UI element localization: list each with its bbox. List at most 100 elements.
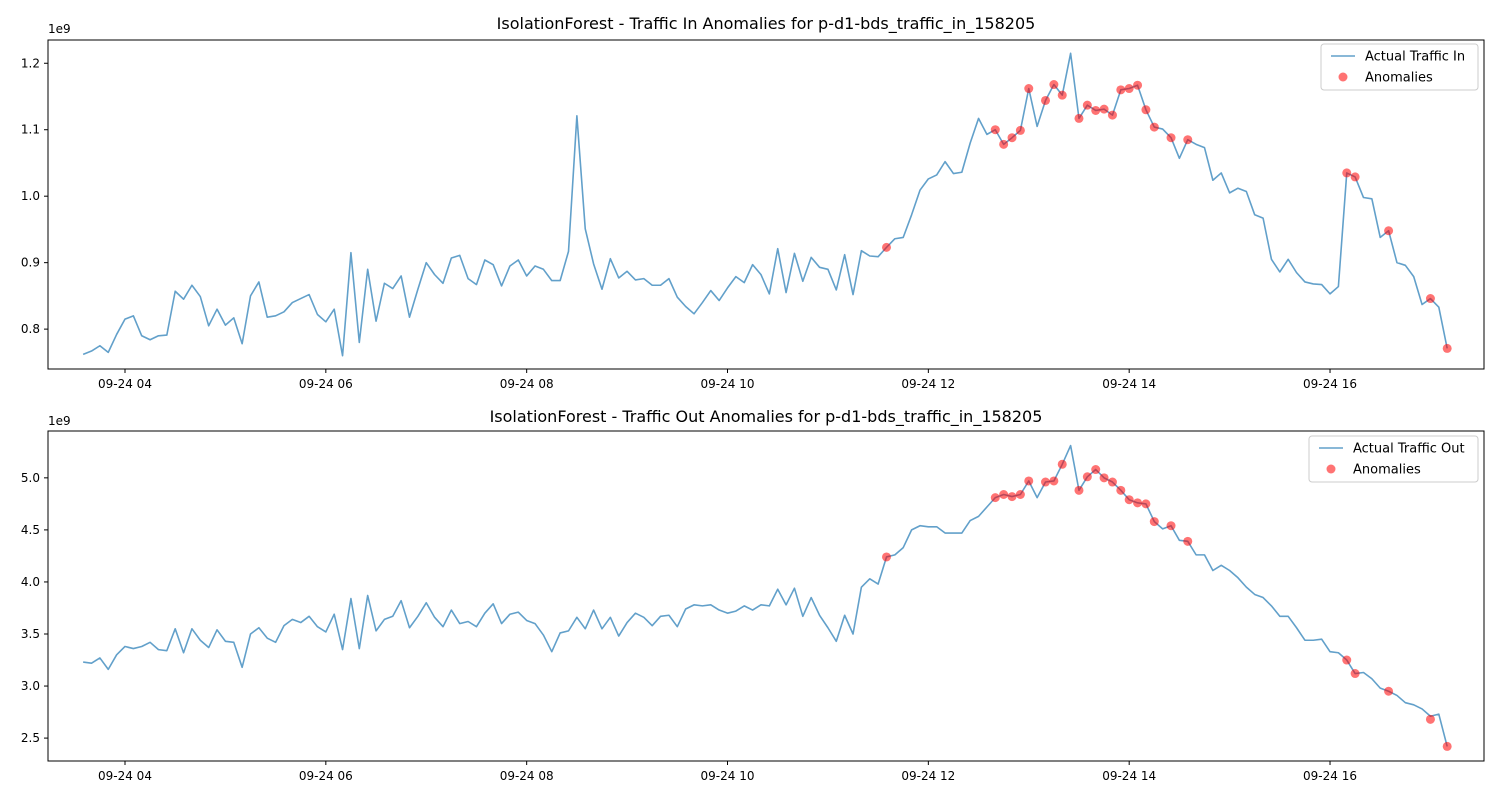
x-tick-label: 09-24 10 [701,377,755,391]
y-tick-label: 1.1 [21,123,40,137]
x-tick-label: 09-24 12 [901,377,955,391]
anomaly-point [1141,105,1151,115]
anomaly-point [1350,172,1360,182]
y-tick-label: 0.8 [21,322,40,336]
x-tick-label: 09-24 08 [500,769,554,783]
anomaly-point [1384,226,1394,236]
anomaly-point [882,552,891,562]
x-tick-label: 09-24 16 [1303,769,1357,783]
anomaly-point [1442,343,1452,353]
anomaly-point [1082,472,1092,482]
x-tick-label: 09-24 10 [701,769,755,783]
x-tick-label: 09-24 04 [98,377,152,391]
chart-panel-1: IsolationForest - Traffic In Anomalies f… [21,14,1485,391]
y-tick-label: 3.5 [21,627,40,641]
anomaly-point [999,490,1009,499]
legend: Actual Traffic In Anomalies [1320,43,1479,91]
x-tick-label: 09-24 14 [1102,377,1156,391]
anomaly-point [990,493,1000,503]
anomaly-point [1057,459,1067,469]
legend-label: Actual Traffic In [1365,50,1465,65]
anomaly-point [1041,95,1050,105]
x-tick-label: 09-24 16 [1303,377,1357,391]
anomaly-point [1049,476,1059,486]
anomaly-point [1024,84,1034,94]
x-tick-label: 09-24 06 [299,769,353,783]
anomaly-point [1074,113,1084,123]
x-tick-label: 09-24 04 [98,769,152,783]
series-line-traffic [82,52,1448,357]
y-tick-label: 1.2 [21,56,40,70]
anomaly-point [1057,90,1067,100]
y-tick-label: 4.0 [21,575,40,589]
series-line-traffic [83,444,1448,747]
anomaly-point [1074,485,1084,495]
anomaly-point [1141,499,1151,509]
anomaly-point [1091,105,1101,115]
legend-swatch-marker [1326,464,1336,474]
anomaly-point [1015,490,1025,499]
y-offset-label: 1e9 [48,22,71,36]
anomaly-point [1124,495,1134,505]
anomaly-point [1149,517,1159,527]
legend-swatch-marker [1338,72,1348,82]
x-tick-label: 09-24 14 [1102,769,1156,783]
y-tick-label: 0.9 [21,256,40,270]
y-tick-label: 3.0 [21,679,40,693]
anomaly-point [1116,485,1126,495]
anomaly-points [882,459,1452,751]
anomaly-point [1041,477,1050,487]
anomaly-point [1024,476,1034,486]
anomaly-point [1425,294,1435,304]
legend-label: Actual Traffic Out [1353,442,1465,457]
anomaly-point [1107,110,1117,120]
anomaly-point [1149,122,1159,132]
anomaly-point [1183,135,1193,145]
y-offset-label: 1e9 [48,414,71,428]
anomaly-point [1007,492,1017,502]
anomaly-points [882,80,1452,353]
legend: Actual Traffic Out Anomalies [1308,435,1479,483]
y-tick-label: 2.5 [21,731,40,745]
x-tick-label: 09-24 06 [299,377,353,391]
anomaly-point [1384,686,1394,696]
chart-title: IsolationForest - Traffic In Anomalies f… [497,14,1036,34]
anomaly-point [1099,104,1109,114]
anomaly-point [1342,168,1352,178]
chart-title: IsolationForest - Traffic Out Anomalies … [490,407,1043,427]
y-tick-label: 1.0 [21,189,40,203]
anomaly-point [1015,125,1025,135]
anomaly-point [1082,100,1092,110]
anomaly-point [1442,741,1452,751]
y-tick-label: 5.0 [21,471,40,485]
anomaly-point [1007,133,1017,143]
legend-label: Anomalies [1365,71,1433,86]
anomaly-point [1183,536,1193,546]
x-tick-label: 09-24 12 [901,769,955,783]
anomaly-point [1166,521,1176,531]
plot-frame [47,39,1485,370]
anomaly-point [1133,498,1143,508]
anomaly-point [990,125,1000,135]
anomaly-point [1166,133,1176,143]
y-tick-label: 4.5 [21,523,40,537]
anomaly-point [1124,84,1134,94]
legend-label: Anomalies [1353,463,1421,478]
anomaly-point [882,242,891,252]
anomaly-point [1425,714,1435,724]
anomaly-point [1091,465,1101,475]
chart-panel-2: IsolationForest - Traffic Out Anomalies … [21,407,1485,783]
anomaly-point [1099,473,1109,483]
x-tick-label: 09-24 08 [500,377,554,391]
legend-box [1308,435,1479,483]
anomaly-point [999,139,1009,149]
plot-frame [47,430,1485,762]
anomaly-point [1342,655,1352,665]
anomaly-point [1107,477,1117,487]
anomaly-point [1116,85,1126,95]
anomaly-point [1049,80,1059,90]
anomaly-point [1133,80,1143,90]
legend-box [1320,43,1479,91]
anomaly-point [1350,669,1360,679]
